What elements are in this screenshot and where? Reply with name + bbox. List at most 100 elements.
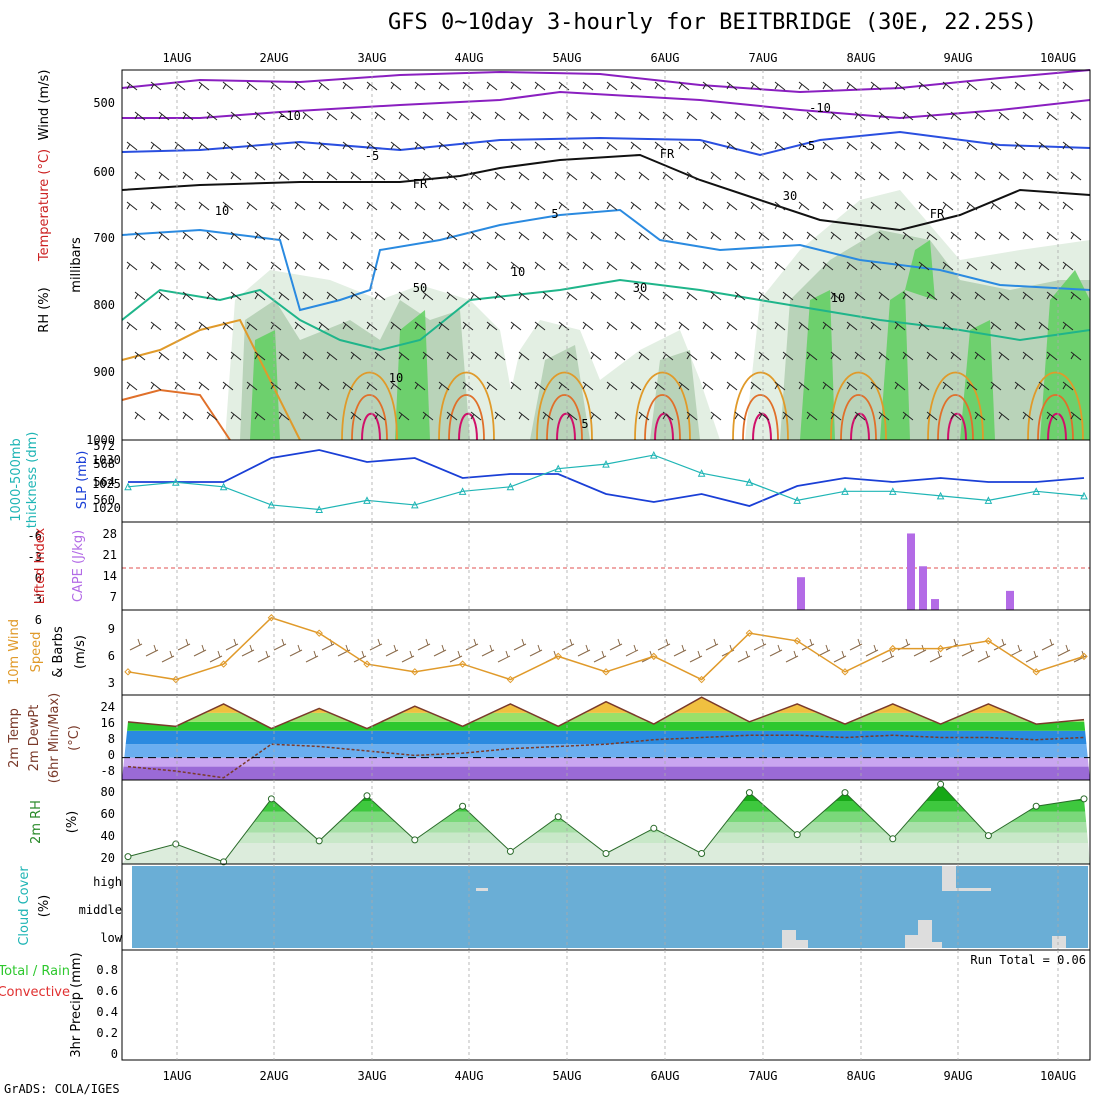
wind-barb xyxy=(414,201,426,211)
wind-barb xyxy=(614,231,626,241)
wind-barb-10m xyxy=(657,638,671,651)
ylabel-convective: Convective xyxy=(0,985,70,1000)
temp-contour-5 xyxy=(121,208,1091,312)
wind-barb-10m xyxy=(577,644,591,657)
contour-label: -10 xyxy=(809,101,831,115)
wind-barb xyxy=(870,201,882,211)
wind-barb-10m xyxy=(417,638,431,651)
wind-barb-10m xyxy=(433,644,447,657)
wind-barb xyxy=(1022,111,1034,121)
x-tick-label-top: 10AUG xyxy=(1040,51,1076,65)
rh-marker xyxy=(650,824,658,832)
thickness-marker xyxy=(888,487,897,495)
wind-barb xyxy=(918,261,930,271)
wind-barb xyxy=(606,141,618,151)
wind-barb-10m xyxy=(673,644,687,657)
thickness-tick: 568 xyxy=(93,457,115,471)
wind-barb-10m xyxy=(321,638,335,651)
wind-barb xyxy=(902,231,914,241)
wind-barb xyxy=(518,111,530,121)
wind-barb xyxy=(494,351,506,361)
wind-barb xyxy=(582,261,594,271)
temp-band xyxy=(122,730,1090,745)
cape-bar xyxy=(797,577,805,610)
wind-barb xyxy=(758,351,770,361)
wind-barb xyxy=(654,321,666,331)
wind-barb xyxy=(566,291,578,301)
wind-tick: 6 xyxy=(108,649,115,663)
wind-barb xyxy=(590,231,602,241)
temp-contour-10 xyxy=(121,278,1091,352)
wind-barb xyxy=(726,81,738,91)
wind-barb xyxy=(230,231,242,241)
wind-barb xyxy=(342,321,354,331)
wind-barb xyxy=(750,321,762,331)
wind-barb xyxy=(782,351,794,361)
wind-barb xyxy=(534,141,546,151)
rh-panel xyxy=(122,780,1090,866)
temp-contour-15a xyxy=(121,318,301,441)
wind-barb xyxy=(318,261,330,271)
wind-barb-10m xyxy=(257,650,271,663)
wind-barb xyxy=(542,351,554,361)
wind-barb xyxy=(1014,321,1026,331)
wind-barb xyxy=(854,111,866,121)
wind-barb-10m xyxy=(1073,650,1087,663)
wind-barb-10m xyxy=(737,650,751,663)
precip-tick: 0 xyxy=(111,1047,118,1061)
wind-barb xyxy=(126,141,138,151)
wind-barb xyxy=(966,81,978,91)
wind-barb xyxy=(710,291,722,301)
wind-barb xyxy=(678,261,690,271)
wind-barb xyxy=(822,81,834,91)
cloud-block xyxy=(796,940,808,948)
wind-barb-10m xyxy=(561,638,575,651)
wind-barb xyxy=(750,381,762,391)
wind-barb-10m xyxy=(833,650,847,663)
wind-barb xyxy=(158,171,170,181)
wind-marker xyxy=(315,629,323,637)
wind-barb xyxy=(798,381,810,391)
wind-barb xyxy=(510,261,522,271)
ylabel-temp2m: (°C) xyxy=(67,725,82,751)
wind-marker xyxy=(889,644,897,653)
wind-barb xyxy=(246,261,258,271)
wind-barb xyxy=(774,261,786,271)
contour-label: 10 xyxy=(831,291,845,305)
temp-contour-25 xyxy=(361,412,381,441)
cape-tick: 7 xyxy=(110,590,117,604)
wind-barb xyxy=(942,201,954,211)
wind-barb xyxy=(254,411,266,421)
temp-contour-15 xyxy=(536,371,593,441)
wind-barb xyxy=(446,111,458,121)
wind-barb xyxy=(726,381,738,391)
wind-barb xyxy=(710,171,722,181)
rh-shade-mid xyxy=(780,230,1090,440)
wind-barb xyxy=(246,81,258,91)
wind-barb xyxy=(878,111,890,121)
wind-barb xyxy=(830,171,842,181)
wind-barb xyxy=(878,411,890,421)
wind-barb xyxy=(462,261,474,271)
wind-barb xyxy=(950,111,962,121)
wind-barb xyxy=(246,141,258,151)
wind-barb xyxy=(446,171,458,181)
wind-barb xyxy=(1014,81,1026,91)
wind-barb xyxy=(726,261,738,271)
ylabel-total-rain: Total / Rain xyxy=(0,964,70,979)
wind-barb xyxy=(734,111,746,121)
wind-barb-10m xyxy=(449,650,463,663)
wind-marker xyxy=(124,668,132,676)
wind-barb xyxy=(134,411,146,421)
wind-barb xyxy=(654,261,666,271)
precip-tick: 0.4 xyxy=(96,1005,118,1019)
slp-line xyxy=(128,449,1085,507)
wind-barb xyxy=(174,81,186,91)
wind-barb xyxy=(534,261,546,271)
run-total: Run Total = 0.06 xyxy=(970,953,1086,967)
x-tick-label-bottom: 5AUG xyxy=(553,1069,582,1083)
wind-barb xyxy=(614,351,626,361)
wind-barb xyxy=(510,201,522,211)
wind-barb-10m xyxy=(817,644,831,657)
temp-contour-25 xyxy=(556,412,576,441)
